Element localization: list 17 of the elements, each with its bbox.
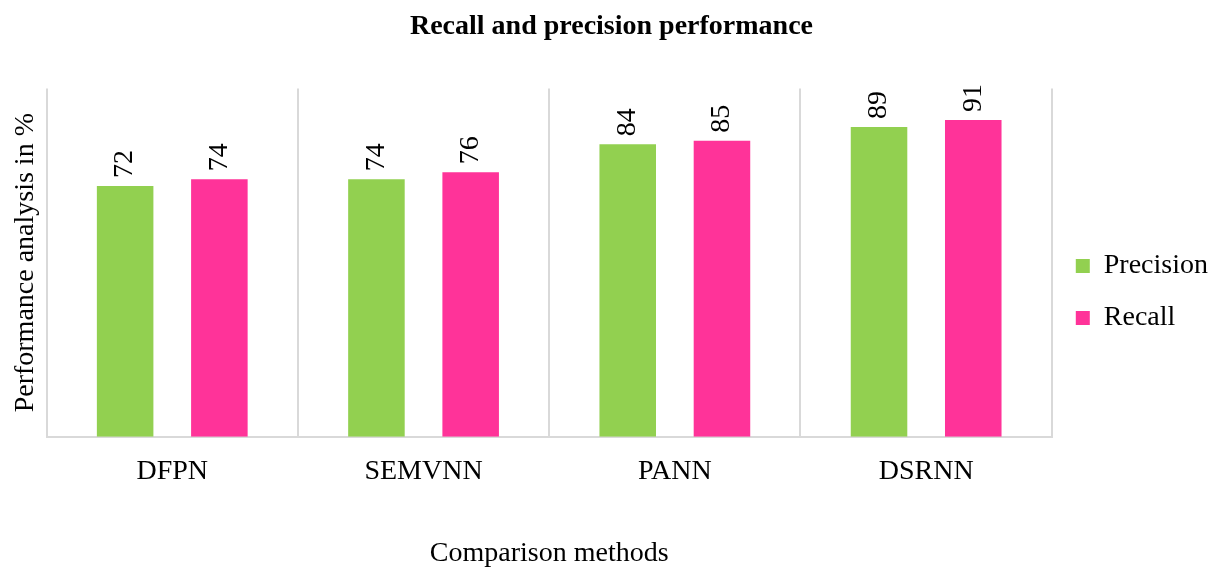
x-axis-title: Comparison methods xyxy=(429,535,669,567)
x-tick-label: PANN xyxy=(638,453,712,485)
data-label: 85 xyxy=(704,104,736,133)
chart-title: Recall and precision performance xyxy=(409,9,814,41)
data-label: 72 xyxy=(107,150,139,179)
data-label: 91 xyxy=(955,83,987,112)
legend-label: Recall xyxy=(1103,300,1176,332)
data-label: 74 xyxy=(358,143,390,172)
x-tick-label: DSRNN xyxy=(878,453,974,485)
x-tick-label: SEMVNN xyxy=(364,453,483,485)
legend-label: Precision xyxy=(1103,248,1209,280)
data-label: 84 xyxy=(610,108,642,137)
x-tick-label: DFPN xyxy=(136,453,209,485)
y-axis-title: Performance analysis in % xyxy=(8,113,40,413)
data-label: 76 xyxy=(453,136,485,165)
data-label: 74 xyxy=(201,143,233,172)
data-label: 89 xyxy=(861,90,893,119)
